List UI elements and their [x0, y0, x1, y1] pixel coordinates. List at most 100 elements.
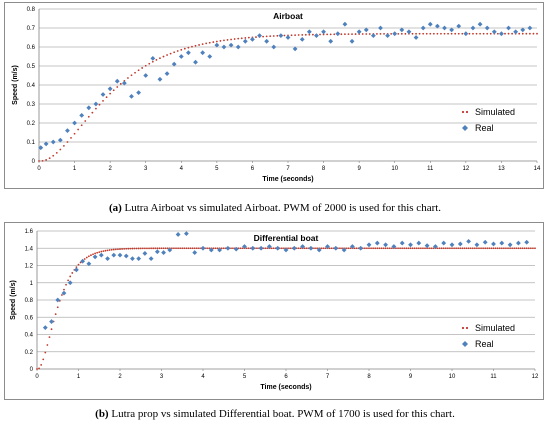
- real-point: [335, 31, 341, 37]
- real-point: [178, 54, 184, 59]
- simulated-point: [214, 247, 217, 250]
- legend-simulated-label: Simulated: [475, 107, 515, 117]
- simulated-point: [496, 32, 499, 35]
- simulated-point: [73, 132, 76, 135]
- simulated-point: [463, 247, 466, 250]
- real-point: [258, 245, 264, 251]
- simulated-point: [154, 247, 157, 250]
- real-point: [150, 56, 156, 61]
- simulated-point: [378, 247, 381, 250]
- simulated-point: [63, 288, 65, 291]
- real-point: [117, 252, 123, 258]
- real-point: [79, 113, 85, 118]
- real-point: [524, 239, 530, 245]
- simulated-point: [355, 247, 358, 250]
- simulated-point: [322, 33, 325, 36]
- simulated-point: [490, 247, 493, 250]
- simulated-point: [244, 37, 247, 39]
- simulated-point: [351, 33, 353, 36]
- simulated-point: [66, 141, 69, 143]
- real-point: [136, 90, 141, 95]
- real-point: [292, 46, 298, 52]
- simulated-point: [486, 247, 489, 250]
- simulated-point: [40, 364, 43, 366]
- real-point: [267, 244, 272, 249]
- simulated-point: [320, 247, 323, 250]
- real-point: [154, 249, 160, 255]
- real-point: [278, 33, 284, 38]
- simulated-point: [272, 247, 275, 250]
- simulated-point: [409, 247, 412, 250]
- legend-simulated-marker: [465, 326, 469, 330]
- real-point: [374, 240, 380, 246]
- simulated-point: [312, 33, 314, 36]
- real-point: [86, 105, 92, 111]
- real-point: [111, 252, 117, 258]
- simulated-point: [382, 247, 385, 250]
- simulated-point: [436, 247, 439, 250]
- simulated-point: [240, 37, 243, 40]
- simulated-point: [180, 48, 183, 51]
- real-point: [207, 54, 213, 59]
- simulated-point: [505, 247, 507, 250]
- x-tick-label: 9: [409, 374, 413, 380]
- simulated-point: [287, 247, 289, 250]
- simulated-point: [424, 247, 426, 250]
- simulated-point: [461, 32, 464, 35]
- simulated-point: [290, 34, 293, 37]
- real-point: [520, 27, 526, 33]
- real-point: [513, 29, 519, 35]
- simulated-point: [447, 32, 449, 35]
- real-point: [457, 241, 463, 247]
- simulated-point: [475, 32, 478, 35]
- x-tick-label: 3: [160, 374, 164, 380]
- simulated-point: [444, 247, 447, 250]
- real-point: [43, 141, 49, 147]
- simulated-point: [129, 247, 132, 250]
- real-point: [38, 145, 44, 151]
- real-point: [366, 242, 372, 248]
- simulated-point: [162, 247, 165, 250]
- simulated-point: [245, 247, 248, 250]
- y-tick-label: 0.2: [27, 121, 36, 127]
- simulated-point: [368, 247, 370, 250]
- real-point: [136, 256, 142, 261]
- legend-real-marker: [462, 341, 468, 347]
- simulated-point: [419, 247, 422, 250]
- simulated-point: [152, 247, 155, 250]
- simulated-point: [195, 247, 198, 250]
- simulated-point: [532, 32, 535, 35]
- y-axis-label: Speed (m/s): [12, 65, 19, 105]
- x-tick-label: 4: [180, 166, 184, 172]
- real-point: [291, 245, 297, 251]
- real-point: [378, 25, 383, 31]
- simulated-point: [104, 249, 107, 252]
- real-point: [484, 25, 490, 31]
- caption-tag: (a): [108, 202, 122, 214]
- simulated-point: [339, 247, 341, 250]
- real-point: [406, 29, 412, 35]
- real-point: [299, 37, 305, 42]
- simulated-point: [55, 151, 58, 154]
- simulated-point: [473, 247, 476, 250]
- x-tick-label: 9: [357, 166, 361, 172]
- real-point: [275, 245, 281, 251]
- simulated-point: [476, 247, 478, 250]
- real-point: [325, 244, 330, 249]
- simulated-point: [87, 115, 90, 118]
- real-point: [250, 37, 255, 42]
- simulated-point: [219, 40, 222, 42]
- simulated-point: [390, 247, 393, 250]
- simulated-point: [36, 368, 38, 370]
- real-point: [242, 38, 248, 44]
- legend-simulated-marker: [461, 110, 465, 114]
- real-point: [442, 25, 447, 31]
- simulated-point: [454, 32, 457, 35]
- x-tick-label: 0: [35, 374, 39, 380]
- simulated-point: [110, 248, 113, 251]
- real-point: [42, 325, 48, 330]
- simulated-point: [446, 247, 449, 250]
- simulated-point: [430, 247, 433, 250]
- simulated-point: [193, 247, 196, 250]
- real-point: [98, 252, 104, 258]
